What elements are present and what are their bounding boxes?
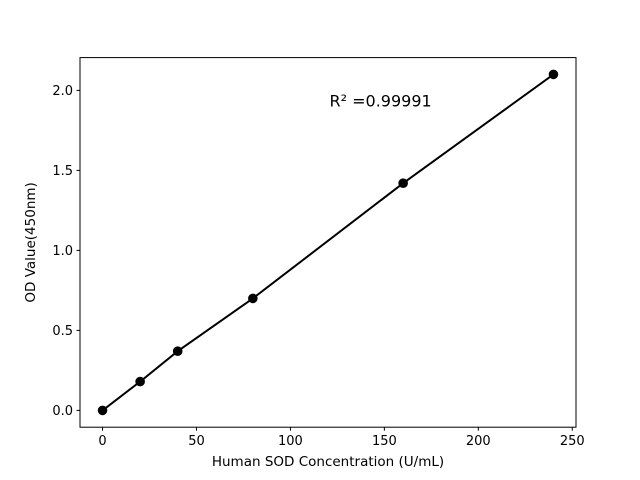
x-tick-label: 0	[98, 434, 106, 449]
y-tick-label: 2.0	[52, 84, 73, 99]
y-tick-label: 0.5	[52, 324, 73, 339]
axes-border	[79, 57, 577, 428]
data-point	[172, 346, 183, 357]
y-tick-label: 0.0	[52, 404, 73, 419]
x-tick-label: 250	[560, 434, 585, 449]
y-tick-label: 1.0	[52, 244, 73, 259]
data-point	[398, 178, 408, 188]
data-point	[97, 405, 108, 416]
series-line	[101, 73, 555, 412]
data-point	[135, 376, 145, 387]
data-points	[97, 69, 559, 416]
x-tick-label: 50	[188, 434, 205, 449]
x-tick-label: 100	[278, 434, 303, 449]
y-axis-ticks: 0.0 0.5 1.0 1.5 2.0	[52, 84, 80, 419]
plot-area	[80, 57, 576, 428]
r-squared-annotation: R² =0.99991	[330, 91, 432, 110]
x-tick-label: 200	[466, 434, 491, 449]
x-tick-label: 150	[372, 434, 397, 449]
x-axis-ticks: 0 50 100 150 200 250	[98, 427, 585, 449]
x-axis-label: Human SOD Concentration (U/mL)	[212, 454, 444, 470]
y-tick-label: 1.5	[52, 164, 73, 179]
data-point	[248, 293, 258, 304]
data-point	[548, 69, 559, 80]
y-axis-label: OD Value(450nm)	[23, 182, 39, 302]
